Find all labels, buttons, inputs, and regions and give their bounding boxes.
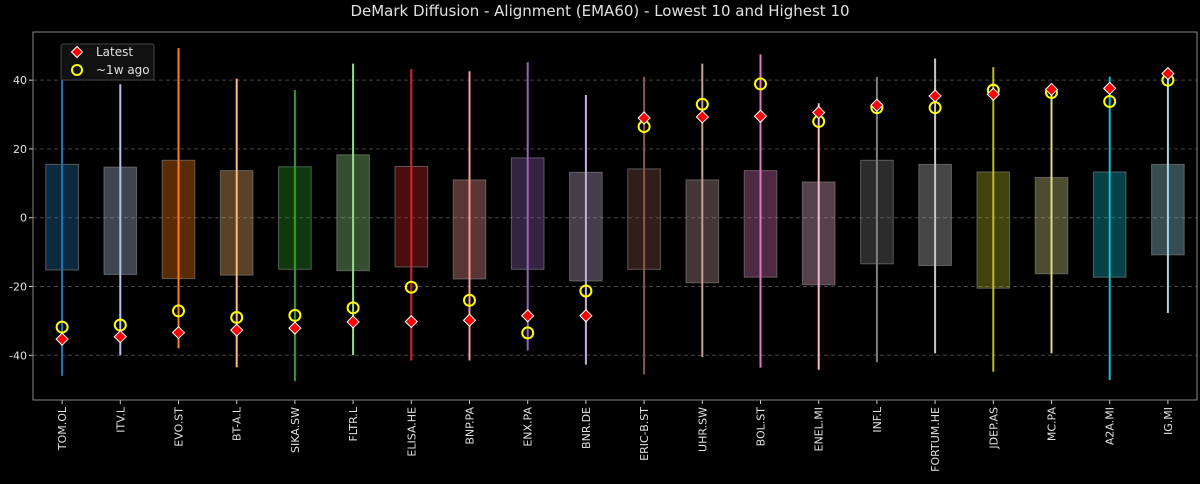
latest-marker [579, 309, 593, 323]
week-ago-marker [579, 284, 593, 298]
x-tick-label: EVO.ST [173, 407, 186, 447]
x-tick-label: MC.PA [1046, 407, 1059, 442]
x-tick-label: FLTR.L [347, 406, 360, 441]
latest-marker [753, 109, 768, 123]
week-ago-marker [695, 97, 709, 111]
x-tick-label: ERIC-B.ST [638, 407, 651, 461]
latest-marker [55, 332, 69, 346]
x-tick-label: INF.L [871, 406, 884, 433]
x-tick-label: A2A.MI [1104, 407, 1117, 445]
x-tick-label: UHR.SW [696, 407, 709, 452]
week-ago-marker [1103, 94, 1117, 108]
x-tick-label: BNR.DE [580, 407, 593, 449]
y-tick-label: 20 [13, 143, 27, 156]
marks [45, 48, 1185, 382]
x-tick-label: TOM.OL [56, 406, 69, 451]
latest-marker [1044, 82, 1059, 97]
legend-latest-marker [70, 45, 84, 59]
week-ago-marker [172, 304, 185, 318]
latest-marker [870, 98, 884, 112]
x-tick-label: ENX.PA [522, 407, 535, 447]
latest-marker [811, 105, 826, 120]
week-ago-marker [404, 280, 418, 294]
x-tick-label: ELISA.HE [405, 407, 418, 457]
legend-week-label: ~1w ago [96, 63, 150, 77]
latest-marker [346, 315, 360, 329]
week-ago-marker [463, 293, 476, 307]
x-tick-label: SIKA.SW [289, 407, 302, 453]
legend: Latest ~1w ago [60, 43, 155, 81]
legend-box [60, 43, 155, 81]
y-tick-label: -20 [9, 281, 27, 294]
week-ago-marker [230, 310, 244, 324]
latest-marker [113, 330, 128, 344]
latest-marker [1161, 66, 1175, 81]
legend-week-marker [71, 64, 83, 76]
week-ago-marker [346, 301, 360, 315]
plot-frame [32, 31, 1198, 401]
x-tick-label: IG.MI [1162, 407, 1175, 435]
week-ago-marker [288, 308, 302, 322]
latest-marker [986, 87, 1001, 101]
grid [33, 79, 1197, 356]
legend-latest-label: Latest [96, 45, 133, 59]
latest-marker [520, 309, 535, 323]
latest-marker [695, 110, 710, 124]
chart-title: DeMark Diffusion - Alignment (EMA60) - L… [350, 2, 849, 20]
latest-marker [404, 314, 419, 329]
x-tick-label: ITV.L [114, 406, 127, 433]
latest-marker [462, 313, 477, 327]
x-tick-label: BOL.ST [755, 407, 768, 447]
latest-marker [637, 111, 651, 125]
week-ago-marker [754, 77, 767, 91]
week-ago-marker [521, 326, 535, 340]
x-axis: TOM.OL ITV.L EVO.ST BT-A.L SIKA.SW FLTR.L ELIS… [56, 400, 1175, 472]
latest-marker [1102, 81, 1117, 96]
x-tick-label: ENEL.MI [813, 407, 826, 452]
y-tick-label: -40 [9, 349, 27, 362]
y-axis: -40 -20 0 20 40 [9, 74, 33, 362]
latest-marker [288, 321, 302, 335]
x-tick-label: JDEP.AS [987, 407, 1000, 450]
latest-marker [928, 89, 942, 103]
x-tick-label: BT-A.L [231, 406, 244, 441]
x-tick-label: BNP.PA [464, 407, 477, 445]
x-tick-label: FORTUM.HE [929, 407, 942, 472]
latest-marker [229, 323, 244, 337]
y-tick-label: 40 [13, 74, 27, 87]
latest-marker [171, 325, 186, 340]
y-tick-label: 0 [20, 212, 27, 225]
